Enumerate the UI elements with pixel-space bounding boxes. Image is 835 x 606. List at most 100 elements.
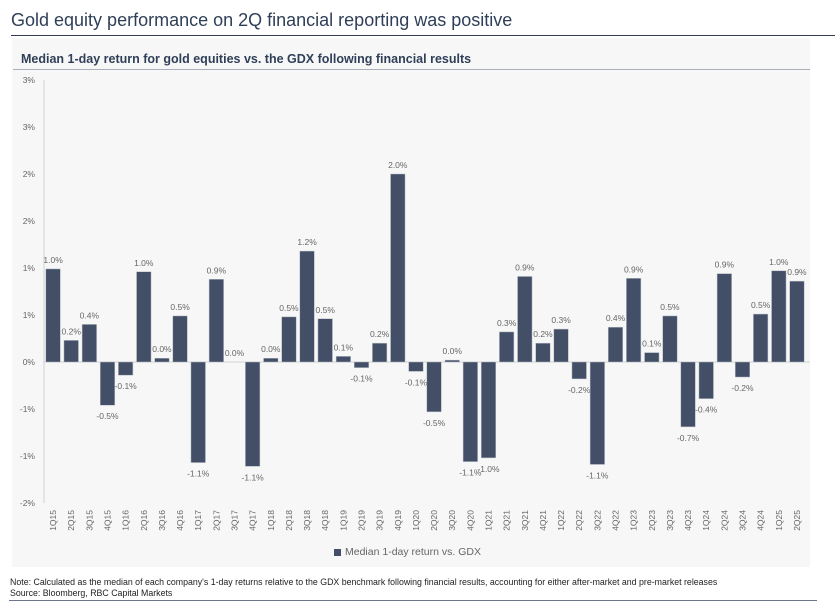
bar (480, 361, 497, 459)
bar (771, 270, 787, 363)
y-tick-label: 3% (23, 122, 36, 132)
bar (716, 273, 732, 363)
bar (408, 361, 424, 372)
bar (390, 173, 406, 363)
x-tick-label: 2Q18 (284, 510, 294, 531)
x-tick-label: 4Q15 (103, 510, 113, 531)
bar (45, 268, 61, 363)
bar (335, 356, 351, 363)
x-tick-label: 1Q16 (121, 510, 131, 531)
x-tick-label: 1Q18 (266, 510, 276, 531)
bar (281, 316, 297, 363)
data-label: 2.0% (388, 160, 408, 170)
chart-source: Source: Bloomberg, RBC Capital Markets (10, 588, 173, 598)
data-label: -1.1% (459, 468, 482, 478)
bar (789, 280, 805, 363)
data-label: 0.5% (660, 302, 680, 312)
bar (662, 315, 678, 363)
data-label: -0.1% (115, 381, 138, 391)
y-tick-label: -1% (20, 404, 36, 414)
x-tick-label: 2Q24 (719, 510, 729, 531)
bar (571, 361, 587, 380)
x-tick-label: 1Q21 (484, 510, 494, 531)
data-label: 0.2% (370, 329, 390, 339)
bar (553, 328, 569, 363)
x-tick-label: 4Q16 (175, 510, 185, 531)
x-tick-label: 4Q22 (611, 510, 621, 531)
data-label: 0.9% (715, 260, 735, 270)
data-label: -1.0% (477, 464, 500, 474)
legend-label: Median 1-day return vs. GDX (345, 546, 481, 558)
y-tick-label: 3% (23, 75, 36, 85)
page-title: Gold equity performance on 2Q financial … (11, 10, 513, 30)
bar (353, 361, 370, 368)
x-tick-label: 1Q20 (411, 510, 421, 531)
x-tick-label: 4Q20 (465, 510, 475, 531)
data-label: 1.0% (43, 255, 63, 265)
data-label: 0.4% (606, 313, 626, 323)
data-label: 0.9% (515, 262, 535, 272)
x-tick-label: 3Q18 (302, 510, 312, 531)
data-label: 0.2% (533, 329, 553, 339)
x-tick-label: 3Q15 (84, 510, 94, 531)
data-label: 0.0% (261, 344, 281, 354)
bar (118, 361, 134, 376)
data-label: 0.9% (624, 264, 644, 274)
data-label: -0.4% (695, 405, 718, 415)
bar (263, 357, 279, 363)
data-label: -1.1% (242, 472, 265, 482)
x-tick-label: 3Q21 (520, 510, 530, 531)
data-label: -0.7% (677, 433, 700, 443)
data-label: 0.9% (207, 265, 227, 275)
x-tick-label: 1Q23 (629, 510, 639, 531)
bar (444, 359, 460, 363)
x-tick-label: 4Q19 (393, 510, 403, 531)
x-tick-label: 2Q17 (211, 510, 221, 531)
data-label: 0.5% (170, 302, 190, 312)
x-tick-label: 3Q23 (665, 510, 675, 531)
y-tick-label: 2% (23, 169, 36, 179)
bar (626, 278, 642, 363)
legend: Median 1-day return vs. GDX (334, 546, 481, 558)
data-label: 0.0% (152, 344, 172, 354)
bar (81, 324, 97, 363)
data-label: -0.2% (568, 385, 591, 395)
data-label: 0.2% (62, 326, 82, 336)
bar (245, 361, 261, 467)
chart-title-divider (13, 69, 810, 70)
bar (136, 271, 152, 363)
bar (372, 342, 388, 363)
data-label: 0.5% (316, 305, 336, 315)
y-tick-label: 1% (23, 263, 36, 273)
x-tick-label: 2Q16 (139, 510, 149, 531)
x-tick-label: 2Q15 (66, 510, 76, 531)
x-tick-label: 4Q23 (683, 510, 693, 531)
x-tick-label: 3Q17 (230, 510, 240, 531)
x-tick-label: 2Q20 (429, 510, 439, 531)
data-label: -0.1% (405, 377, 428, 387)
x-tick-label: 3Q20 (447, 510, 457, 531)
x-tick-label: 1Q22 (556, 510, 566, 531)
bar (208, 279, 224, 363)
data-label: -0.1% (350, 374, 373, 384)
x-tick-label: 2Q22 (574, 510, 584, 531)
data-label: 0.5% (279, 303, 299, 313)
bar (299, 250, 315, 363)
bar (63, 340, 79, 363)
bar (698, 361, 714, 399)
data-label: 0.0% (443, 346, 463, 356)
bar (190, 361, 206, 463)
data-label: 1.0% (134, 258, 154, 268)
y-tick-label: 2% (23, 216, 36, 226)
x-tick-label: 1Q25 (774, 510, 784, 531)
bar (589, 361, 605, 465)
bar (99, 361, 116, 406)
x-tick-label: 4Q18 (320, 510, 330, 531)
bar (535, 342, 551, 363)
x-tick-label: 2Q23 (647, 510, 657, 531)
data-label: 0.4% (80, 310, 100, 320)
x-tick-label: 3Q19 (375, 510, 385, 531)
data-label: -0.2% (731, 383, 754, 393)
bar (644, 352, 660, 363)
